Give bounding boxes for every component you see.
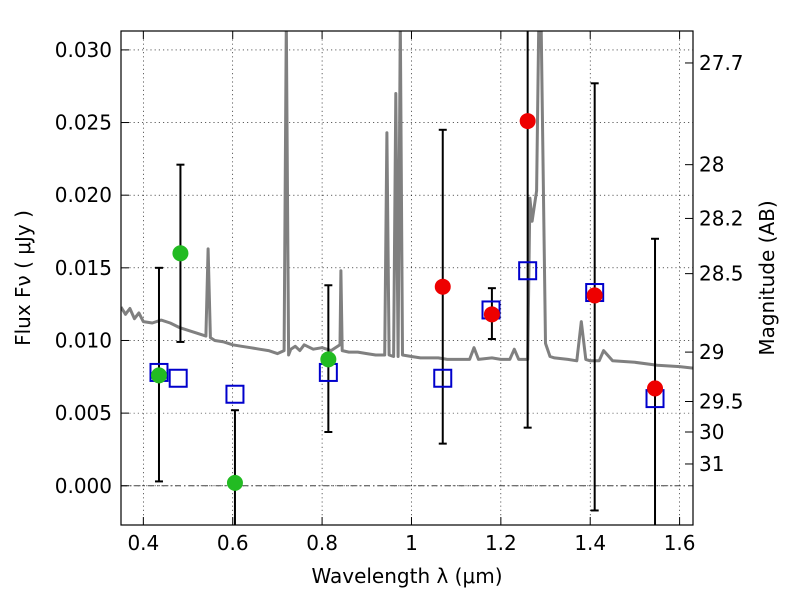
- right-tick-label: 28.5: [699, 262, 744, 286]
- y-tick-labels: 0.000 0.005 0.010 0.015 0.020 0.025 0.030: [55, 38, 112, 498]
- data-point: [483, 306, 500, 323]
- right-tick-label: 30: [699, 420, 724, 444]
- model-point: [518, 261, 538, 281]
- right-tick-label: 27.7: [699, 51, 744, 75]
- right-tick-label: 29: [699, 340, 724, 364]
- x-tick-label: 1: [405, 531, 418, 555]
- model-point: [168, 368, 188, 388]
- x-axis-label: Wavelength λ (μm): [311, 564, 502, 588]
- x-tick-label: 1.2: [485, 531, 517, 555]
- plot-area: [121, 31, 693, 525]
- model-point: [225, 384, 245, 404]
- data-point: [647, 380, 664, 397]
- y-axis-label: Flux Fν ( μJy ): [11, 210, 35, 346]
- x-tick-label: 0.6: [217, 531, 249, 555]
- y-tick-label: 0.020: [55, 183, 112, 207]
- y-tick-label: 0.010: [55, 328, 112, 352]
- right-tick-labels: 27.7 28 28.2 28.5 29 29.5 30 31: [699, 51, 744, 476]
- data-point: [434, 278, 451, 295]
- x-tick-label: 0.8: [306, 531, 338, 555]
- y-tick-label: 0.000: [55, 474, 112, 498]
- y-tick-label: 0.025: [55, 111, 112, 135]
- data-point: [226, 474, 243, 491]
- spectrum-line: [121, 31, 693, 370]
- y-tick-label: 0.015: [55, 256, 112, 280]
- data-point: [519, 113, 536, 130]
- x-tick-label: 1.4: [574, 531, 606, 555]
- data-point: [320, 351, 337, 368]
- y-tick-label: 0.030: [55, 38, 112, 62]
- model-point: [433, 368, 453, 388]
- right-tick-label: 28: [699, 153, 724, 177]
- spectrum-layer: [121, 31, 693, 370]
- plot-frame: [120, 30, 694, 526]
- data-point: [172, 245, 189, 262]
- data-point: [150, 367, 167, 384]
- circle-marker-layer: [150, 113, 664, 491]
- x-tick-label: 0.4: [127, 531, 159, 555]
- y-tick-label: 0.005: [55, 401, 112, 425]
- x-tick-labels: 0.4 0.6 0.8 1 1.2 1.4 1.6: [127, 531, 695, 555]
- data-point: [586, 287, 603, 304]
- right-tick-label: 29.5: [699, 390, 744, 414]
- right-axis-label: Magnitude (AB): [755, 200, 779, 355]
- x-tick-label: 1.6: [664, 531, 696, 555]
- tick-marks: [121, 31, 693, 525]
- right-tick-label: 31: [699, 452, 724, 476]
- right-tick-label: 28.2: [699, 206, 744, 230]
